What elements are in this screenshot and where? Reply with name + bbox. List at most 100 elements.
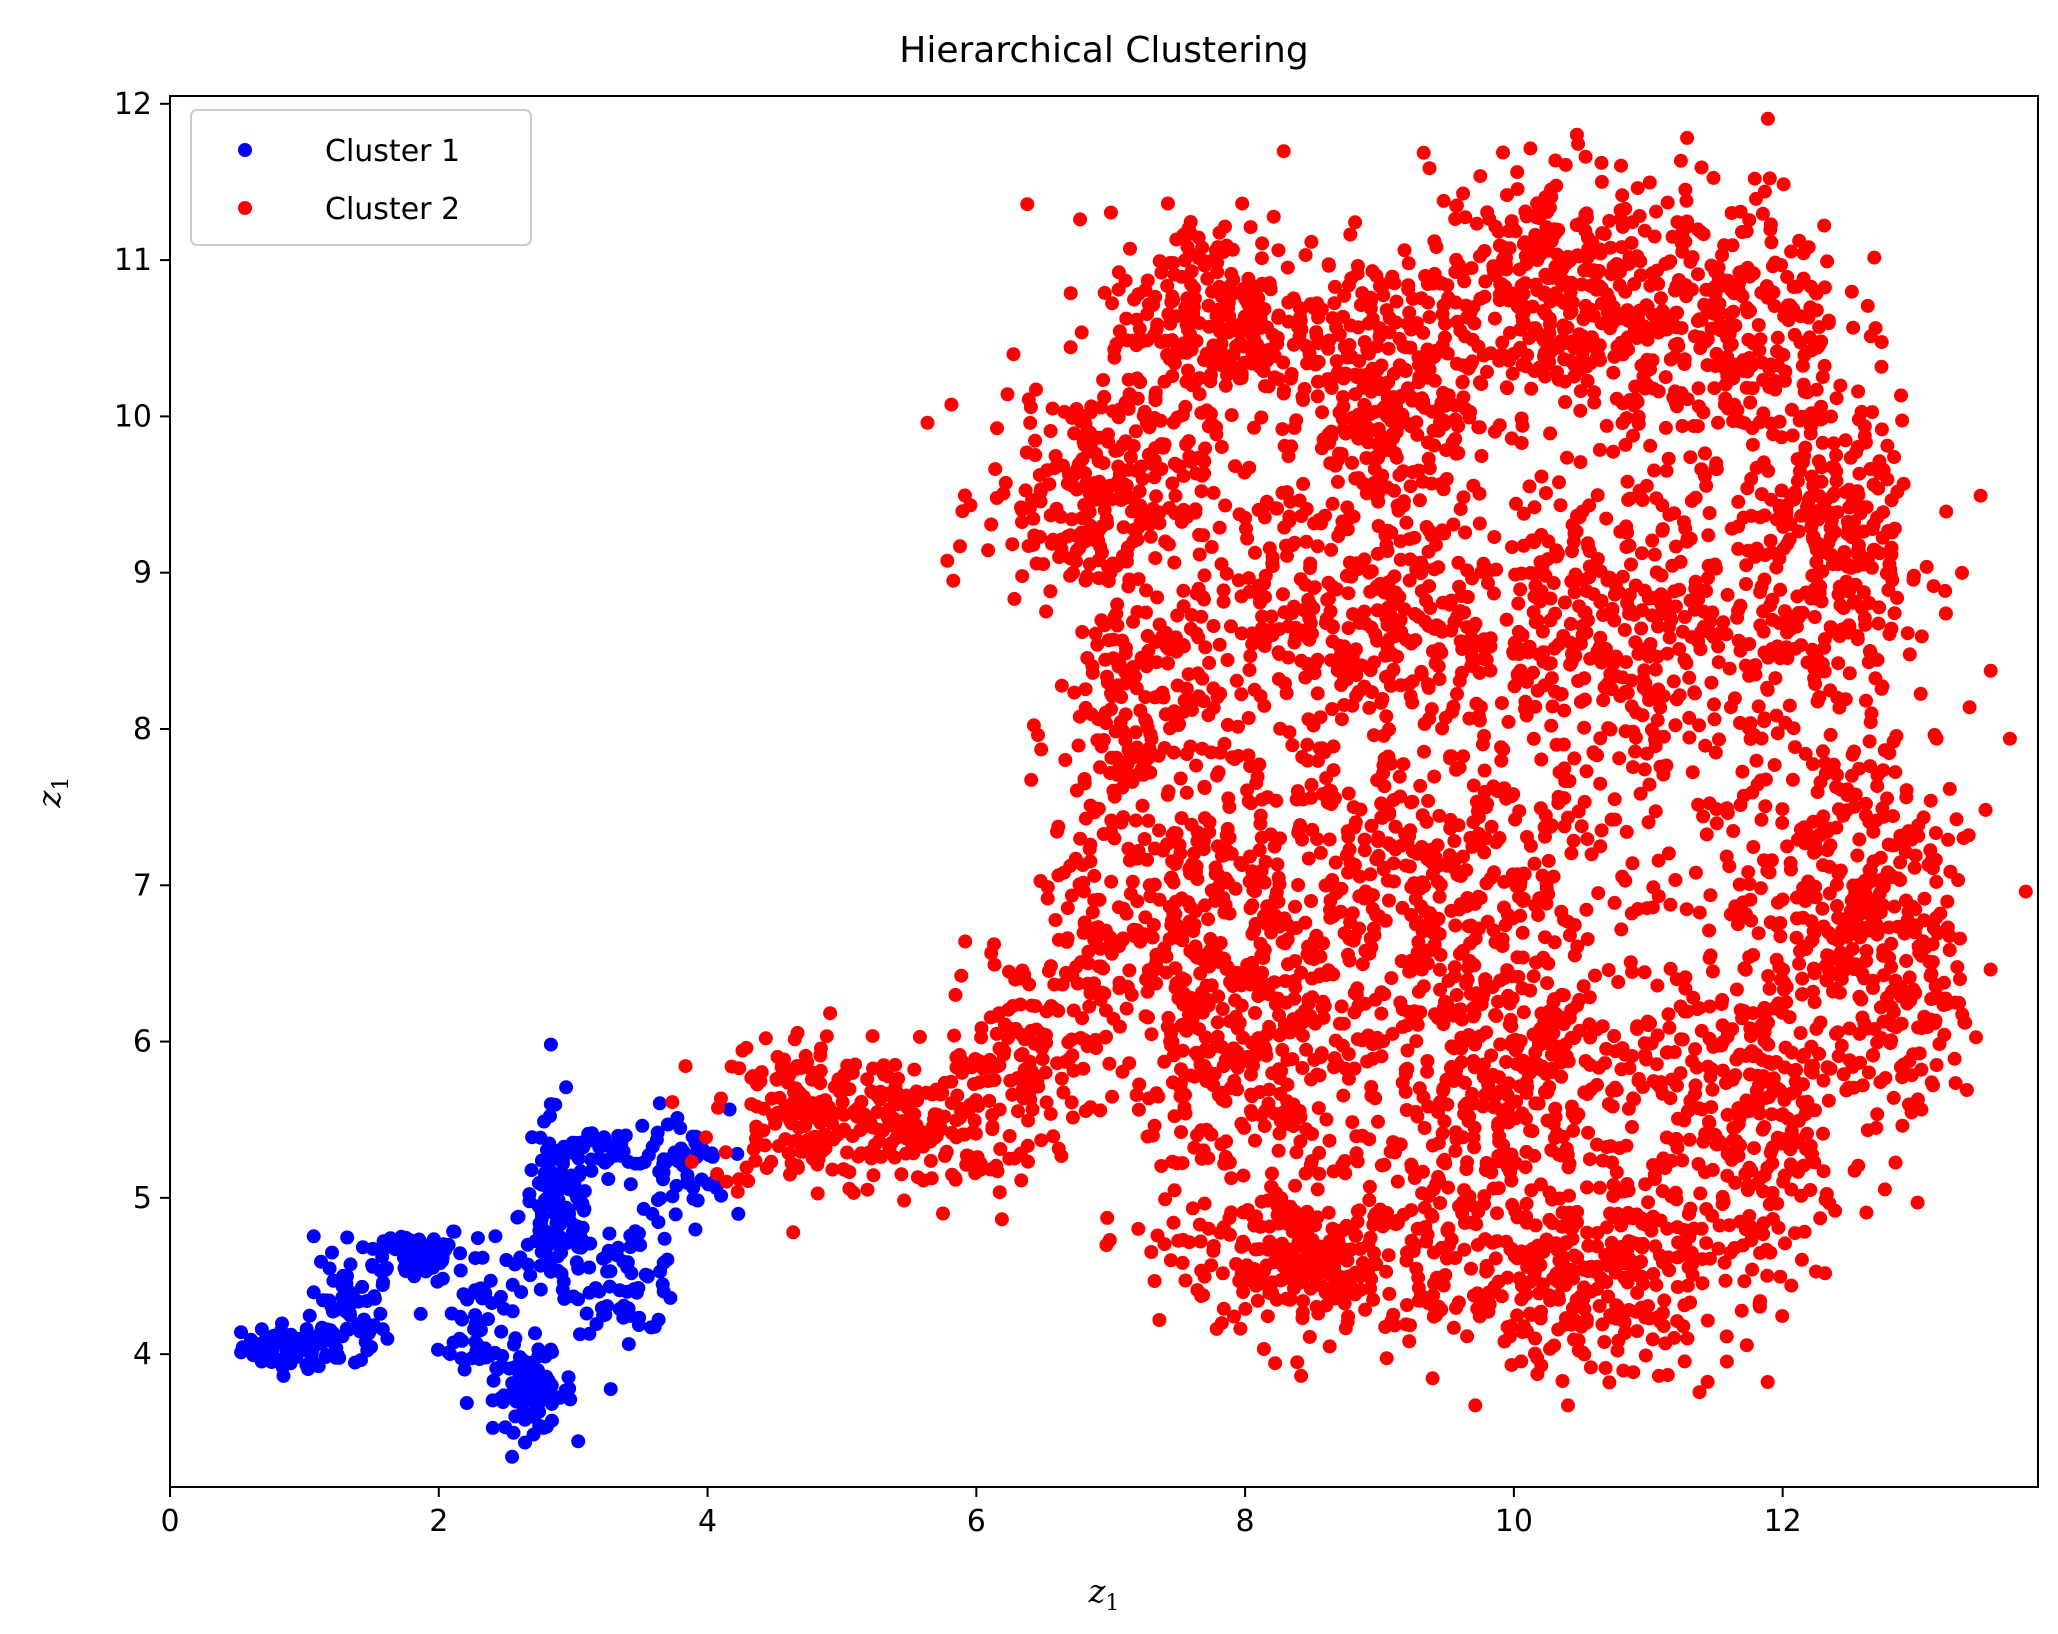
data-point bbox=[868, 1138, 882, 1152]
data-point bbox=[1043, 508, 1058, 523]
data-point bbox=[1092, 959, 1106, 974]
data-point bbox=[544, 1396, 559, 1411]
data-point bbox=[1707, 295, 1722, 310]
data-point bbox=[1511, 596, 1526, 611]
data-point bbox=[1393, 534, 1408, 549]
data-point bbox=[953, 539, 967, 554]
data-point bbox=[1129, 1088, 1144, 1102]
data-point bbox=[1245, 637, 1260, 652]
data-point bbox=[1197, 1058, 1212, 1073]
data-point bbox=[1115, 1064, 1130, 1079]
data-point bbox=[1739, 380, 1754, 395]
data-point bbox=[1327, 296, 1342, 311]
data-point bbox=[1305, 626, 1319, 641]
data-point bbox=[1305, 1127, 1319, 1141]
data-point bbox=[1420, 277, 1435, 291]
data-point bbox=[919, 1085, 934, 1100]
data-point bbox=[332, 1350, 347, 1365]
data-point bbox=[1792, 464, 1807, 479]
data-point bbox=[417, 1246, 432, 1261]
data-point bbox=[1694, 160, 1709, 175]
data-point bbox=[498, 1420, 513, 1435]
data-point bbox=[562, 1381, 577, 1396]
data-point bbox=[1408, 633, 1423, 648]
data-point bbox=[1661, 451, 1676, 466]
data-point bbox=[1035, 1052, 1050, 1067]
data-point bbox=[1596, 693, 1611, 708]
data-point bbox=[1364, 818, 1379, 833]
data-point bbox=[1220, 368, 1234, 383]
data-point bbox=[1218, 498, 1233, 513]
data-point bbox=[1421, 618, 1436, 633]
data-point bbox=[1606, 656, 1621, 671]
data-point bbox=[1285, 606, 1300, 620]
data-point bbox=[1560, 914, 1575, 929]
data-point bbox=[1859, 693, 1873, 708]
data-point bbox=[1321, 341, 1336, 356]
data-point bbox=[1805, 568, 1820, 583]
data-point bbox=[1157, 374, 1172, 389]
data-point bbox=[1370, 546, 1385, 561]
data-point bbox=[1790, 911, 1804, 926]
data-point bbox=[1381, 669, 1396, 684]
data-point bbox=[1560, 320, 1575, 335]
data-point bbox=[385, 1240, 400, 1255]
data-point bbox=[452, 1331, 467, 1346]
data-point bbox=[1059, 934, 1074, 949]
data-point bbox=[1039, 1028, 1053, 1043]
data-point bbox=[1002, 1129, 1017, 1143]
data-point bbox=[1567, 948, 1582, 963]
data-point bbox=[1292, 330, 1307, 344]
data-point bbox=[1214, 336, 1229, 351]
data-point bbox=[592, 1140, 607, 1155]
data-point bbox=[1580, 230, 1595, 245]
data-point bbox=[1465, 839, 1480, 854]
data-point bbox=[1504, 431, 1519, 446]
data-point bbox=[1881, 524, 1896, 538]
data-point bbox=[1705, 283, 1720, 298]
data-point bbox=[1704, 258, 1719, 273]
data-point bbox=[1347, 929, 1362, 944]
data-point bbox=[1825, 460, 1840, 474]
data-point bbox=[1950, 960, 1965, 975]
data-point bbox=[1594, 155, 1609, 170]
data-point bbox=[1573, 403, 1588, 418]
data-point bbox=[1271, 310, 1286, 325]
data-point bbox=[1449, 988, 1464, 1002]
data-point bbox=[1612, 751, 1627, 766]
data-point bbox=[1241, 711, 1256, 725]
data-point bbox=[1733, 643, 1748, 658]
data-point bbox=[787, 1062, 802, 1077]
data-point bbox=[1473, 169, 1488, 184]
data-point bbox=[1192, 316, 1207, 330]
data-point bbox=[1687, 602, 1702, 617]
data-point bbox=[1393, 678, 1408, 693]
data-point bbox=[1817, 358, 1832, 373]
data-point bbox=[1039, 604, 1054, 619]
data-point bbox=[355, 1240, 370, 1255]
data-point bbox=[989, 491, 1004, 505]
data-point bbox=[1525, 533, 1540, 548]
data-point bbox=[1527, 364, 1542, 379]
data-point bbox=[1618, 201, 1633, 216]
data-point bbox=[1615, 188, 1630, 203]
data-point bbox=[1773, 582, 1788, 597]
data-point bbox=[1573, 384, 1588, 399]
data-point bbox=[1123, 241, 1137, 256]
data-point bbox=[1519, 674, 1534, 689]
data-point bbox=[1562, 306, 1577, 321]
data-point bbox=[1261, 379, 1276, 394]
data-point bbox=[1108, 724, 1123, 739]
data-point bbox=[1093, 1103, 1108, 1118]
data-point bbox=[1969, 1030, 1983, 1045]
data-point bbox=[1594, 823, 1609, 838]
data-point bbox=[1746, 336, 1761, 351]
data-point bbox=[1808, 677, 1823, 691]
data-point bbox=[948, 1172, 963, 1187]
data-point bbox=[1497, 781, 1512, 796]
data-point bbox=[992, 1185, 1007, 1200]
data-point bbox=[1711, 415, 1725, 430]
data-point bbox=[1602, 213, 1617, 228]
data-point bbox=[525, 1386, 540, 1401]
data-point bbox=[1293, 310, 1308, 325]
